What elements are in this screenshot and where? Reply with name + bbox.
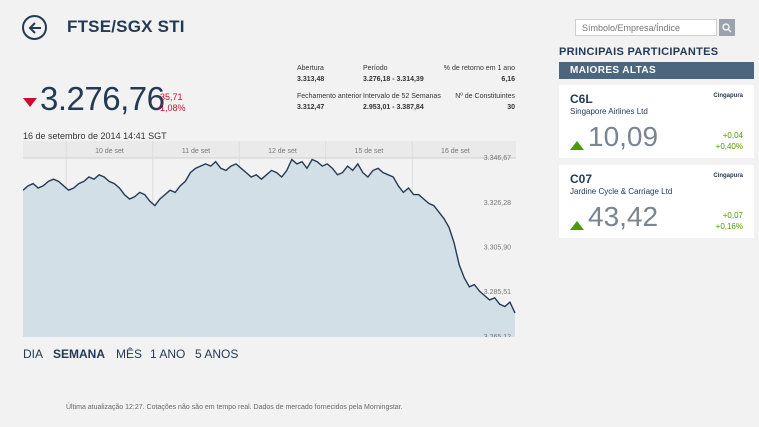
chart-x-tick-label: 16 de set (441, 148, 470, 155)
stat-label: Intervalo de 52 Semanas (363, 93, 441, 100)
index-price: 3.276,76 (40, 80, 165, 117)
mover-symbol: C07 (570, 172, 593, 186)
range-1-ano[interactable]: 1 ANO (150, 347, 186, 361)
chart-x-tick-label: 15 de set (355, 148, 384, 155)
stat-value: 3.312,47 (297, 104, 325, 111)
mover-change: +0,04 (722, 131, 743, 140)
footer-note: Última atualização 12:27. Cotações não s… (66, 404, 403, 411)
stat-label: Nº de Constituintes (455, 93, 515, 100)
range-mes[interactable]: MÊS (116, 347, 143, 361)
mover-price: 43,42 (588, 201, 659, 232)
mover-name: Jardine Cycle & Carriage Ltd (570, 187, 673, 196)
mover-price: 10,09 (588, 121, 659, 152)
search-input[interactable] (575, 19, 717, 36)
up-arrow-icon (570, 141, 584, 150)
chart-y-tick-label: 3.346,67 (484, 155, 511, 162)
mover-exchange: Cingapura (713, 93, 743, 99)
up-arrow-icon (570, 221, 584, 230)
mover-card[interactable]: C07 Jardine Cycle & Carriage Ltd Cingapu… (559, 165, 754, 238)
chart-series-line (23, 158, 516, 314)
chart-y-tick-label: 3.265,12 (484, 334, 511, 337)
stat-value: 30 (507, 104, 515, 111)
range-dia[interactable]: DIA (23, 347, 44, 361)
stat-label: Período (363, 65, 388, 72)
chart-y-tick-label: 3.326,28 (484, 200, 511, 207)
stat-value: 6,16 (501, 76, 515, 83)
mover-exchange: Cingapura (713, 173, 743, 179)
stat-label: Abertura (297, 65, 324, 72)
chart-y-tick-label: 3.285,51 (484, 289, 511, 296)
range-5-anos[interactable]: 5 ANOS (195, 347, 239, 361)
chart-x-tick-label: 11 de set (182, 148, 210, 155)
stat-value: 3.313,48 (297, 76, 325, 83)
change-percent: -1,08% (157, 103, 186, 113)
quote-timestamp: 16 de setembro de 2014 14:41 SGT (23, 131, 167, 141)
back-button[interactable] (22, 15, 47, 40)
tab-maiores-altas[interactable]: MAIORES ALTAS (559, 62, 754, 79)
chart-x-tick-label: 10 de set (95, 148, 124, 155)
stat-value: 2.953,01 - 3.387,84 (363, 104, 424, 111)
change-points: -35,71 (157, 92, 183, 102)
down-arrow-icon (23, 98, 37, 107)
search-button[interactable] (719, 19, 735, 36)
chart-x-tick-label: 12 de set (268, 148, 297, 155)
mover-percent: +0,16% (715, 222, 743, 231)
mover-card[interactable]: C6L Singapore Airlines Ltd Cingapura 10,… (559, 85, 754, 158)
chart-axis-band (23, 141, 516, 158)
arrow-left-icon (28, 21, 41, 34)
mover-symbol: C6L (570, 92, 593, 106)
mover-percent: +0,40% (715, 142, 743, 151)
stat-label: % de retorno em 1 ano (443, 65, 515, 72)
stat-value: 3.276,18 - 3.314,39 (363, 76, 424, 83)
chart-area-fill (23, 159, 515, 337)
chart-y-tick-label: 3.305,90 (484, 244, 511, 251)
top-movers-heading: PRINCIPAIS PARTICIPANTES (559, 46, 719, 58)
mover-change: +0,07 (722, 211, 743, 220)
search-icon (722, 22, 732, 32)
page-title: FTSE/SGX STI (67, 17, 185, 36)
price-chart[interactable]: 10 de set 11 de set 12 de set 15 de set 16 d… (23, 141, 516, 337)
stat-label: Fechamento anterior (297, 93, 362, 100)
mover-name: Singapore Airlines Ltd (570, 107, 648, 116)
range-semana[interactable]: SEMANA (53, 347, 106, 361)
